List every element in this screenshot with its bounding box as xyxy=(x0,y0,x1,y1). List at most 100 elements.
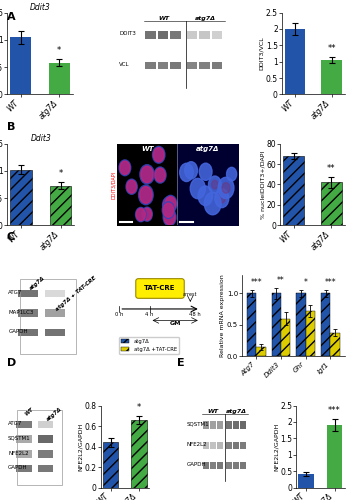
Bar xyxy=(45,310,65,316)
Text: WT: WT xyxy=(141,146,153,152)
Bar xyxy=(226,462,232,469)
Bar xyxy=(17,410,62,485)
Text: B: B xyxy=(7,122,15,132)
Y-axis label: Relative mRNA expression: Relative mRNA expression xyxy=(220,274,226,357)
Circle shape xyxy=(219,194,225,203)
Text: ATG7: ATG7 xyxy=(8,421,23,426)
Y-axis label: DDIT3/VCL: DDIT3/VCL xyxy=(259,36,264,70)
Text: TAT-CRE: TAT-CRE xyxy=(144,286,176,292)
Bar xyxy=(212,31,222,38)
Bar xyxy=(20,278,76,354)
Bar xyxy=(322,60,342,94)
Circle shape xyxy=(120,161,130,174)
Circle shape xyxy=(126,179,137,194)
Text: atg7Δ: atg7Δ xyxy=(28,276,46,291)
Bar xyxy=(170,62,181,69)
Bar xyxy=(170,31,181,38)
Bar xyxy=(145,62,156,69)
Text: MAP1LC3: MAP1LC3 xyxy=(8,310,34,314)
Circle shape xyxy=(136,208,145,220)
Text: *: * xyxy=(58,169,63,178)
Bar xyxy=(16,465,32,472)
Bar xyxy=(49,62,70,94)
Text: DDIT3/DAPI: DDIT3/DAPI xyxy=(111,170,116,198)
Bar xyxy=(233,442,239,449)
Text: **: ** xyxy=(327,164,335,173)
Circle shape xyxy=(180,164,193,182)
Bar xyxy=(217,442,223,449)
Text: ***: *** xyxy=(328,406,341,414)
Bar xyxy=(271,294,281,356)
Circle shape xyxy=(185,162,198,179)
Bar xyxy=(38,450,54,458)
Circle shape xyxy=(208,176,221,193)
Text: 48 h: 48 h xyxy=(189,312,200,316)
Text: A: A xyxy=(7,12,16,22)
Title: Ddit3: Ddit3 xyxy=(30,134,51,143)
Bar xyxy=(209,462,216,469)
Circle shape xyxy=(140,186,152,204)
Circle shape xyxy=(139,185,153,205)
Bar xyxy=(331,332,340,356)
Text: *: * xyxy=(304,278,308,286)
Bar xyxy=(158,31,168,38)
Text: ***: *** xyxy=(325,278,336,286)
Y-axis label: % nucleiDDIT3+/DAPI: % nucleiDDIT3+/DAPI xyxy=(260,150,265,218)
Y-axis label: NFE2L2/GAPDH: NFE2L2/GAPDH xyxy=(274,422,279,470)
Text: 0 h: 0 h xyxy=(115,312,124,316)
Bar xyxy=(327,424,342,488)
Text: GAPDH: GAPDH xyxy=(187,462,206,468)
Bar xyxy=(209,442,216,449)
Text: 4 h: 4 h xyxy=(145,312,154,316)
Bar xyxy=(10,37,31,94)
Circle shape xyxy=(143,208,151,220)
Circle shape xyxy=(198,186,213,206)
Text: ATG7: ATG7 xyxy=(8,290,23,295)
Bar xyxy=(158,62,168,69)
Text: atg7Δ: atg7Δ xyxy=(196,146,220,152)
Bar xyxy=(18,329,38,336)
Bar xyxy=(233,421,239,428)
Circle shape xyxy=(135,208,146,222)
Text: C: C xyxy=(7,232,15,242)
Circle shape xyxy=(127,180,136,193)
Text: VCL: VCL xyxy=(119,62,130,67)
Bar xyxy=(296,294,306,356)
Circle shape xyxy=(227,168,237,181)
Text: NFE2L2: NFE2L2 xyxy=(187,442,207,447)
Bar xyxy=(247,294,256,356)
Circle shape xyxy=(162,202,175,218)
Bar xyxy=(131,420,147,488)
Circle shape xyxy=(163,203,174,217)
Circle shape xyxy=(222,182,230,194)
Text: E: E xyxy=(177,358,185,368)
Text: *: * xyxy=(57,46,61,56)
Bar xyxy=(38,465,54,472)
Circle shape xyxy=(190,178,205,199)
Text: SQSTM1: SQSTM1 xyxy=(187,422,209,426)
Bar xyxy=(38,421,54,428)
Circle shape xyxy=(140,164,154,184)
Bar xyxy=(306,311,315,356)
Bar xyxy=(187,31,197,38)
Bar xyxy=(38,436,54,443)
Bar xyxy=(256,347,266,356)
Bar xyxy=(217,421,223,428)
Bar xyxy=(199,62,210,69)
Bar xyxy=(299,474,314,488)
Circle shape xyxy=(155,168,165,182)
Circle shape xyxy=(212,180,218,189)
Text: **: ** xyxy=(277,276,285,285)
Bar xyxy=(281,318,291,356)
Text: *: * xyxy=(137,402,141,411)
Circle shape xyxy=(199,163,212,180)
Bar xyxy=(45,329,65,336)
Bar xyxy=(240,421,246,428)
Bar xyxy=(226,421,232,428)
Text: arrest: arrest xyxy=(183,292,198,296)
Bar xyxy=(203,421,208,428)
Y-axis label: NFE2L2/GAPDH: NFE2L2/GAPDH xyxy=(78,422,83,470)
Circle shape xyxy=(142,207,152,221)
Bar xyxy=(212,62,222,69)
Circle shape xyxy=(153,148,164,162)
